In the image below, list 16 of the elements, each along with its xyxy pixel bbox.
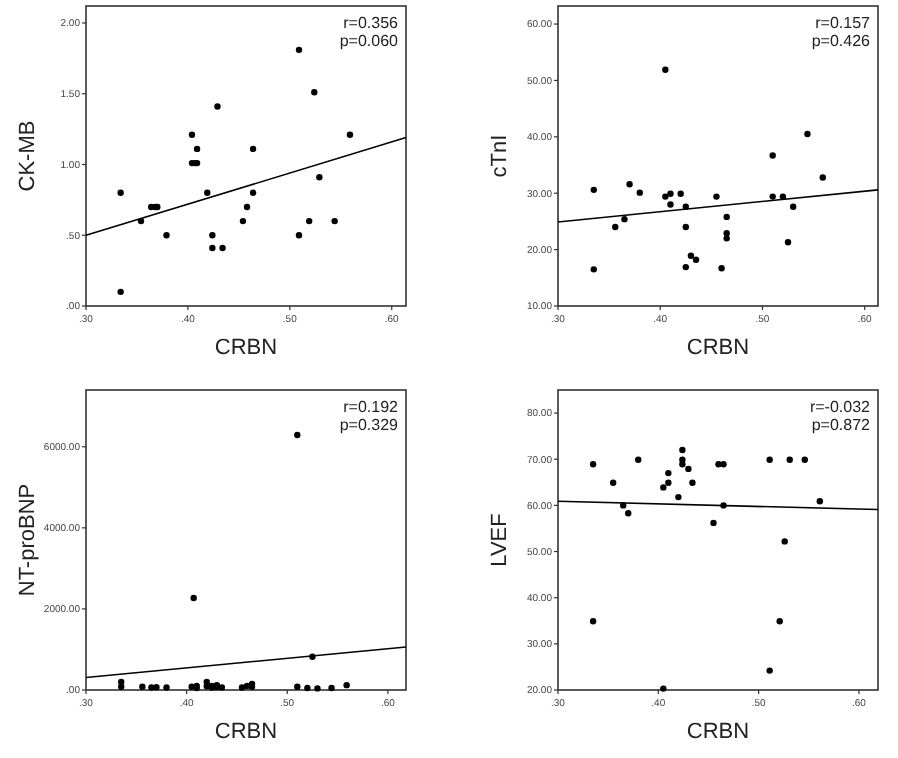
annotation: p=0.426 xyxy=(811,32,872,50)
annotation: r=-0.032 xyxy=(809,398,872,416)
annotation: r=0.192 xyxy=(343,398,400,416)
x-axis-title: CRBN xyxy=(214,720,278,744)
x-axis-title: CRBN xyxy=(686,336,750,360)
x-axis-title: CRBN xyxy=(686,720,750,744)
annotation: p=0.329 xyxy=(339,416,400,434)
annotation: r=0.356 xyxy=(343,14,400,32)
y-axis-title: LVEF xyxy=(488,512,512,567)
annotation: p=0.872 xyxy=(811,416,872,434)
y-axis-title: CK-MB xyxy=(16,120,40,192)
y-axis-title: cTnI xyxy=(488,134,512,178)
y-axis-title: NT-proBNP xyxy=(16,483,40,597)
annotation: r=0.157 xyxy=(815,14,872,32)
x-axis-title: CRBN xyxy=(214,336,278,360)
annotation: p=0.060 xyxy=(339,32,400,50)
